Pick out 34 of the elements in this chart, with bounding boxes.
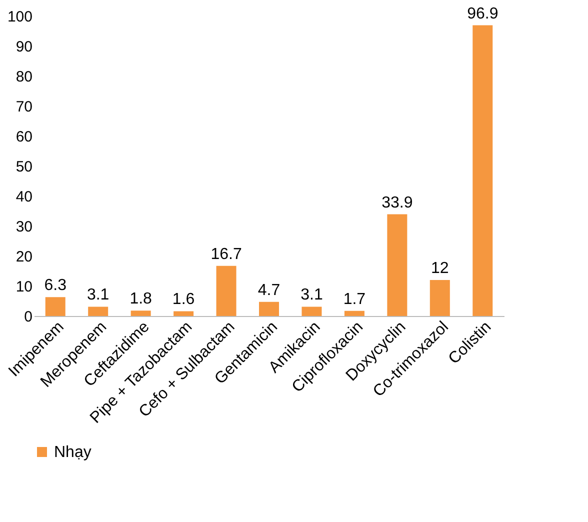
y-tick-label: 70 bbox=[16, 98, 32, 116]
bar bbox=[344, 310, 364, 316]
bar bbox=[45, 297, 66, 316]
data-label: 16.7 bbox=[210, 246, 242, 263]
data-label: 12 bbox=[431, 260, 449, 277]
data-label: 4.7 bbox=[258, 282, 280, 299]
bar bbox=[259, 302, 279, 316]
y-tick-label: 60 bbox=[16, 128, 32, 146]
data-label: 3.1 bbox=[300, 286, 323, 304]
data-label: 1.8 bbox=[130, 290, 152, 308]
data-label: 1.7 bbox=[343, 290, 366, 308]
bar bbox=[387, 214, 408, 316]
y-tick-label: 20 bbox=[16, 248, 32, 266]
data-label: 6.3 bbox=[44, 277, 67, 294]
bar bbox=[472, 25, 493, 316]
bar bbox=[302, 306, 322, 316]
bar bbox=[130, 310, 151, 316]
y-tick-label: 90 bbox=[16, 38, 32, 56]
y-tick-label: 100 bbox=[7, 8, 32, 26]
data-label: 3.1 bbox=[86, 286, 110, 304]
data-label: 96.9 bbox=[467, 5, 498, 22]
y-tick-label: 30 bbox=[16, 218, 32, 236]
bar bbox=[216, 266, 236, 316]
legend-label: Nhạy bbox=[54, 444, 92, 461]
y-tick-label: 40 bbox=[16, 188, 32, 206]
y-tick-label: 0 bbox=[24, 308, 32, 326]
data-label: 33.9 bbox=[382, 194, 413, 212]
y-tick-label: 50 bbox=[16, 158, 32, 176]
data-label: 1.6 bbox=[172, 291, 195, 308]
bar bbox=[174, 311, 194, 316]
bar bbox=[430, 280, 450, 316]
bar bbox=[88, 306, 108, 316]
y-tick-label: 10 bbox=[16, 278, 32, 296]
y-tick-label: 80 bbox=[16, 68, 32, 86]
